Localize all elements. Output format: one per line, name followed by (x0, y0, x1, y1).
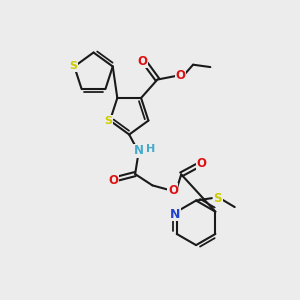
Text: S: S (70, 61, 78, 71)
Text: S: S (214, 192, 222, 205)
Text: S: S (104, 116, 112, 126)
Text: O: O (138, 55, 148, 68)
Text: O: O (196, 158, 206, 170)
Text: H: H (146, 144, 155, 154)
Text: O: O (176, 69, 186, 82)
Text: O: O (168, 184, 178, 197)
Text: N: N (170, 208, 181, 220)
Text: N: N (134, 144, 144, 158)
Text: O: O (108, 173, 118, 187)
